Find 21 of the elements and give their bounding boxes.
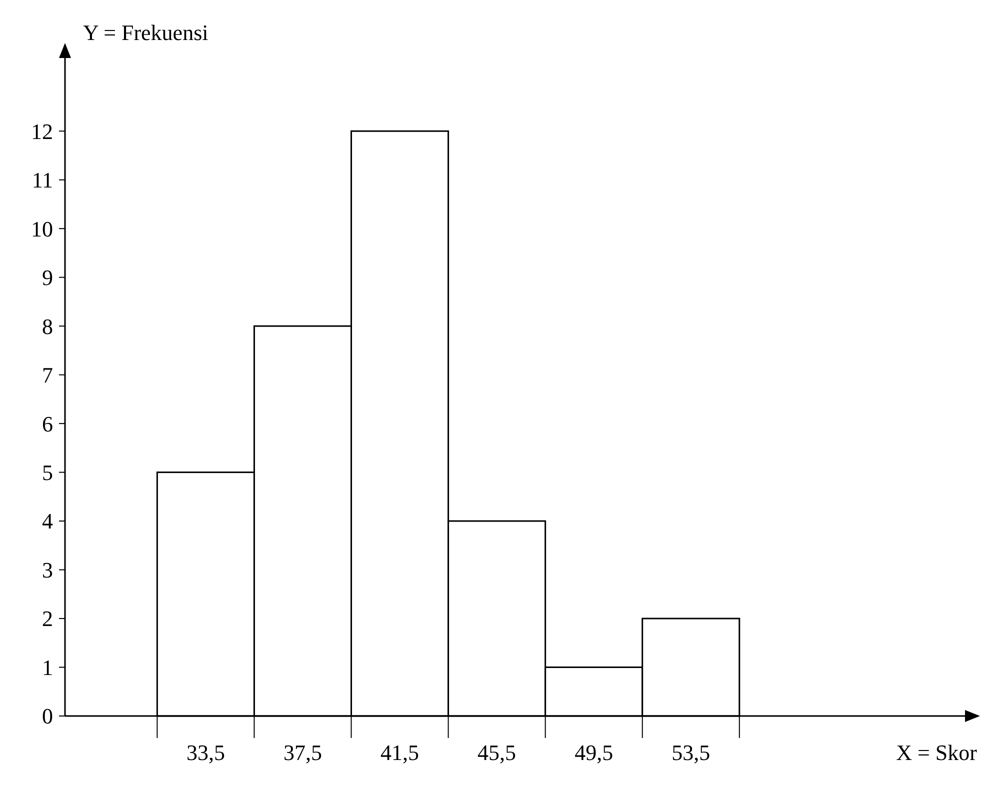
y-tick-label: 9	[42, 265, 53, 290]
y-tick-label: 8	[42, 314, 53, 339]
x-tick-label: 45,5	[478, 740, 516, 765]
y-tick-label: 4	[42, 508, 53, 534]
y-tick-label: 11	[32, 168, 53, 193]
y-tick-label: 1	[42, 654, 53, 680]
x-tick-label: 33,5	[186, 740, 225, 765]
x-tick-label: 41,5	[380, 740, 420, 765]
y-tick-label: 2	[42, 606, 53, 632]
y-tick-label: 6	[42, 411, 53, 436]
x-tick-label: 37,5	[283, 740, 322, 765]
y-tick-label: 5	[42, 460, 53, 485]
y-tick-label: 0	[42, 704, 53, 729]
y-axis-title: Y = Frekuensi	[83, 20, 208, 45]
y-tick-label: 10	[31, 216, 53, 242]
x-tick-label: 49,5	[574, 740, 614, 765]
y-tick-label: 12	[31, 118, 53, 144]
y-tick-label: 7	[42, 362, 53, 388]
x-tick-label: 53,5	[672, 740, 710, 765]
y-tick-label: 3	[42, 557, 53, 582]
x-axis-title: X = Skor	[896, 740, 978, 765]
